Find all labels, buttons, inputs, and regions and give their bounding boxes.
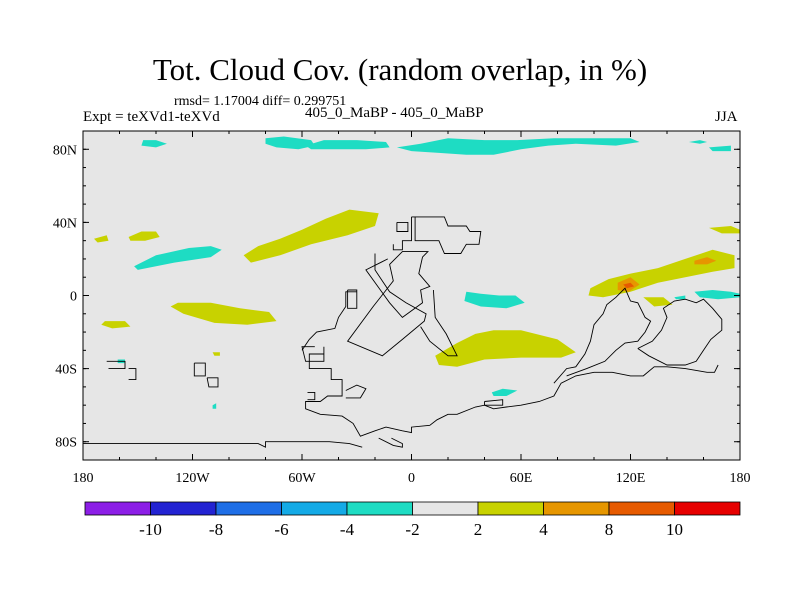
anomaly-region (688, 140, 708, 144)
x-tick-label: 60W (288, 471, 316, 486)
anomaly-region (212, 352, 220, 356)
y-tick-label: 80S (55, 436, 77, 451)
colorbar-label: 2 (474, 520, 483, 539)
colorbar-swatch (346, 501, 413, 516)
colorbar-swatch (281, 501, 348, 516)
coastline (553, 287, 652, 384)
y-tick-label: 80N (53, 143, 77, 158)
colorbar-swatch (608, 501, 675, 516)
coastline (347, 289, 358, 309)
anomaly-region (94, 235, 109, 243)
coastline (305, 353, 719, 437)
colorbar-swatch (84, 501, 151, 516)
colorbar-label: 10 (666, 520, 683, 539)
colorbar: -10 -8 -6 -4 -2 2 4 8 10 (84, 501, 741, 539)
anomaly-region (128, 231, 160, 241)
colorbar-label: 4 (539, 520, 548, 539)
x-tick-label: 180 (730, 471, 751, 486)
coastline (411, 216, 482, 254)
anomaly-region (694, 257, 717, 265)
coastline (301, 346, 325, 362)
chart-subtitle: 405_0_MaBP - 405_0_MaBP (305, 105, 484, 121)
colorbar-swatch (674, 501, 741, 516)
anomaly-region (435, 330, 576, 367)
anomaly-region (464, 291, 525, 309)
anomaly-region (674, 295, 686, 300)
coastline (346, 251, 431, 357)
anomaly-region (170, 302, 277, 325)
y-tick-label: 40S (55, 363, 77, 378)
y-tick-label: 40N (53, 216, 77, 231)
coastline (83, 441, 363, 448)
anomaly-region (709, 145, 731, 152)
anomaly-region (212, 403, 217, 409)
coastline (307, 391, 316, 401)
coastline (301, 291, 357, 351)
coastline (484, 399, 504, 406)
colorbar-label: -2 (405, 520, 419, 539)
coastline (106, 360, 126, 370)
chart-title: Tot. Cloud Cov. (random overlap, in %) (152, 52, 648, 87)
anomaly-region (141, 140, 167, 148)
plot-area (83, 131, 740, 460)
colorbar-label: 8 (605, 520, 614, 539)
anomaly-region (694, 290, 740, 300)
anomaly-region (101, 321, 131, 329)
stats-text: rmsd= 1.17004 diff= 0.299751 (174, 94, 347, 109)
colorbar-swatch (412, 501, 479, 516)
anomaly-region (709, 226, 740, 234)
colorbar-swatch (543, 501, 610, 516)
anomaly-region (265, 136, 315, 150)
anomaly-region (243, 209, 379, 263)
anomaly-region (491, 388, 518, 396)
anomaly-region (643, 297, 673, 307)
coastline (345, 384, 367, 399)
anomaly-region (396, 138, 640, 155)
colorbar-label: -6 (274, 520, 288, 539)
y-tick-label: 0 (70, 290, 77, 305)
experiment-label: Expt = teXVd1-teXVd (83, 109, 220, 125)
colorbar-swatch (150, 501, 217, 516)
coastline (420, 289, 458, 357)
anomaly-region (305, 140, 390, 150)
colorbar-label: -8 (209, 520, 223, 539)
coastline (637, 298, 723, 366)
anomaly-region (134, 246, 222, 270)
coastline (396, 221, 409, 232)
x-tick-label: 60E (510, 471, 533, 486)
season-label: JJA (715, 109, 738, 125)
colorbar-label: -10 (139, 520, 162, 539)
anomaly-regions (94, 136, 740, 409)
x-tick-label: 120E (616, 471, 646, 486)
coastline (206, 377, 219, 388)
colorbar-swatch (477, 501, 544, 516)
axis-ticks: 180 120W 60W 0 60E 120E 180 80N 40N 0 40S 80S (53, 131, 751, 486)
coastline (378, 437, 403, 448)
coastline (193, 362, 206, 377)
x-tick-label: 120W (175, 471, 210, 486)
x-tick-label: 0 (408, 471, 415, 486)
colorbar-label: -4 (340, 520, 355, 539)
x-tick-label: 180 (73, 471, 94, 486)
coastline (128, 368, 137, 381)
colorbar-swatch (215, 501, 282, 516)
coastlines (83, 216, 723, 448)
coastline (392, 216, 412, 251)
anomaly-region (623, 282, 635, 289)
